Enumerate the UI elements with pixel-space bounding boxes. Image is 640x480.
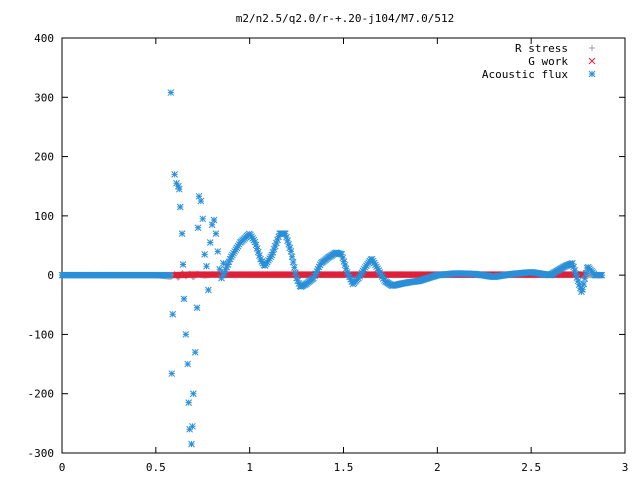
point-2-128 bbox=[214, 248, 222, 255]
point-2-123 bbox=[205, 286, 212, 294]
point-2-120 bbox=[199, 215, 207, 223]
x-tick-label-2: 1 bbox=[246, 461, 253, 474]
point-2-453 bbox=[581, 275, 589, 283]
point-2-109 bbox=[184, 360, 192, 368]
point-2-110 bbox=[185, 399, 193, 406]
point-2-196 bbox=[292, 269, 299, 277]
point-2-99 bbox=[169, 310, 177, 318]
x-tick-label-4: 2 bbox=[434, 461, 441, 474]
chart-title: m2/n2.5/q2.0/r-+.20-j104/M7.0/512 bbox=[236, 12, 455, 25]
y-tick-label-3: 0 bbox=[47, 269, 54, 282]
axis-ticks: 0 0.5 1 1.5 2 2.5 3 -300 -200 -100 0 100 200 300 400 bbox=[28, 32, 629, 474]
point-2-115 bbox=[191, 348, 199, 356]
point-2-129 bbox=[216, 265, 223, 273]
point-2-124 bbox=[206, 239, 214, 246]
legend-label-1: G work bbox=[528, 55, 568, 68]
point-2-468 bbox=[598, 271, 606, 279]
point-2-100 bbox=[171, 171, 178, 178]
y-tick-label-2: -100 bbox=[28, 328, 55, 341]
point-2-126 bbox=[210, 216, 218, 224]
point-2-103 bbox=[175, 185, 183, 193]
y-tick-label-7: 400 bbox=[34, 32, 54, 45]
y-tick-label-0: -300 bbox=[28, 447, 55, 460]
point-2-113 bbox=[189, 422, 196, 430]
plot-frame bbox=[61, 37, 626, 454]
x-tick-label-6: 3 bbox=[622, 461, 629, 474]
point-2-121 bbox=[201, 251, 208, 258]
point-2-107 bbox=[180, 295, 188, 303]
point-2-451 bbox=[579, 286, 586, 293]
point-2-116 bbox=[193, 304, 201, 312]
point-2-112 bbox=[188, 440, 195, 448]
point-2-132 bbox=[220, 271, 227, 279]
y-tick-label-6: 300 bbox=[34, 91, 54, 104]
point-2-105 bbox=[178, 230, 186, 237]
point-2-216 bbox=[314, 265, 322, 273]
point-2-117 bbox=[194, 224, 202, 232]
y-tick-label-5: 200 bbox=[34, 151, 54, 164]
series-2 bbox=[58, 89, 606, 448]
point-2-98 bbox=[168, 370, 176, 377]
point-2-106 bbox=[179, 261, 187, 268]
y-tick-label-1: -200 bbox=[28, 388, 55, 401]
point-2-119 bbox=[197, 197, 205, 205]
y-tick-label-4: 100 bbox=[34, 210, 54, 223]
x-tick-label-1: 0.5 bbox=[146, 461, 166, 474]
point-2-193 bbox=[288, 253, 296, 261]
legend-label-0: R stress bbox=[515, 42, 568, 55]
point-2-125 bbox=[208, 221, 216, 229]
point-2-104 bbox=[176, 203, 184, 211]
point-2-114 bbox=[190, 390, 197, 398]
point-2-122 bbox=[203, 262, 210, 270]
x-tick-label-5: 2.5 bbox=[521, 461, 541, 474]
point-2-195 bbox=[290, 264, 298, 271]
x-tick-label-0: 0 bbox=[59, 461, 66, 474]
legend-marker-1 bbox=[588, 57, 596, 65]
point-2-454 bbox=[582, 270, 590, 277]
point-2-194 bbox=[289, 258, 297, 266]
legend-label-2: Acoustic flux bbox=[482, 68, 568, 81]
x-tick-label-3: 1.5 bbox=[334, 461, 354, 474]
legend-marker-0 bbox=[589, 45, 595, 51]
point-2-96 bbox=[166, 271, 174, 279]
legend-marker-2 bbox=[588, 70, 596, 78]
chart-marks bbox=[58, 89, 606, 448]
point-1-362 bbox=[578, 271, 586, 278]
point-2-127 bbox=[212, 230, 220, 237]
point-2-192 bbox=[287, 248, 295, 255]
point-2-108 bbox=[182, 331, 190, 338]
point-2-452 bbox=[580, 280, 588, 288]
point-2-97 bbox=[167, 89, 175, 96]
